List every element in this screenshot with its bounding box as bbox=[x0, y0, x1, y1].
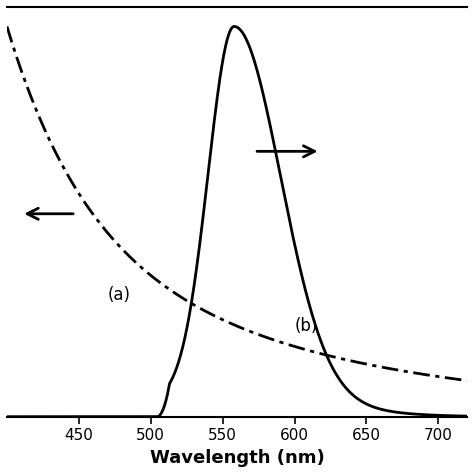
Text: (b): (b) bbox=[294, 317, 318, 335]
X-axis label: Wavelength (nm): Wavelength (nm) bbox=[150, 449, 324, 467]
Text: (a): (a) bbox=[108, 286, 131, 304]
